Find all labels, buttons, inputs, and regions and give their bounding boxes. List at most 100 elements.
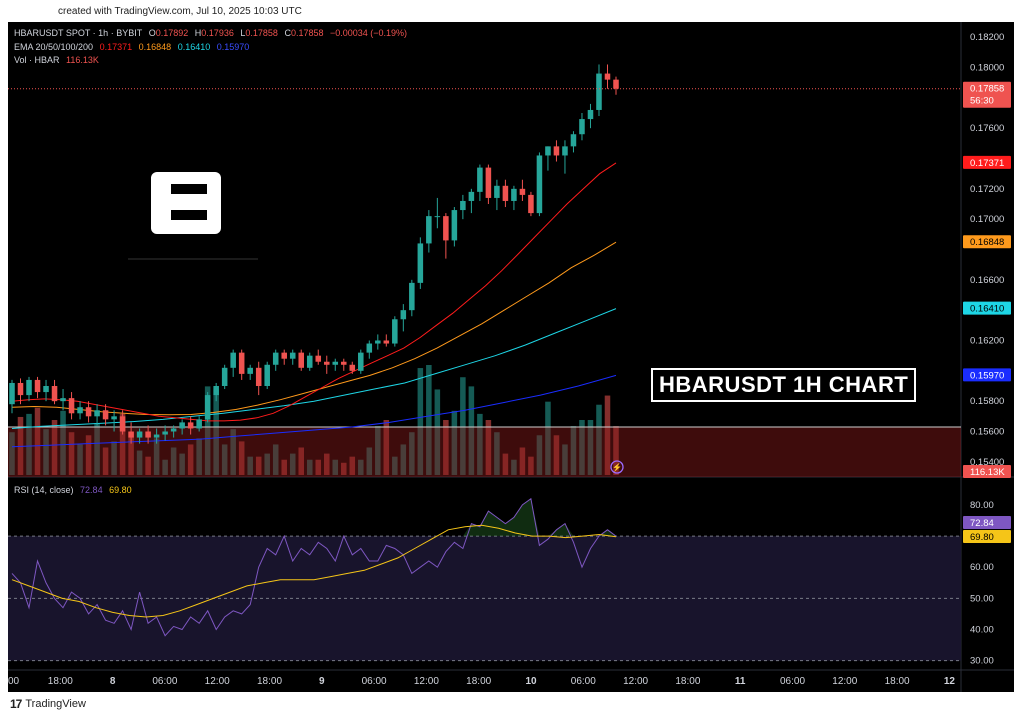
volume-bar bbox=[298, 447, 305, 475]
ema20-line bbox=[11, 162, 617, 422]
volume-bar bbox=[94, 423, 100, 475]
candle-body bbox=[289, 352, 296, 359]
rsi-tick-label: 50.00 bbox=[970, 593, 994, 604]
candle-body bbox=[545, 146, 551, 156]
volume-bar bbox=[366, 447, 373, 475]
time-tick-label: 06:00 bbox=[571, 676, 596, 687]
volume-bar bbox=[9, 432, 15, 475]
candle-body bbox=[60, 398, 66, 402]
alert-lightning-icon bbox=[610, 460, 624, 474]
candle-body bbox=[272, 352, 279, 365]
candle-body bbox=[409, 282, 415, 311]
rsi-tag: 72.84 bbox=[970, 518, 994, 529]
candle-body bbox=[375, 340, 381, 344]
created-note: created with TradingView.com, Jul 10, 20… bbox=[58, 6, 302, 17]
volume-bar bbox=[77, 444, 83, 475]
candle-body bbox=[579, 119, 585, 135]
candle-body bbox=[111, 416, 117, 420]
price-tick-label: 0.18200 bbox=[970, 32, 1004, 43]
candle-body bbox=[604, 73, 611, 80]
candle-body bbox=[528, 194, 534, 214]
price-tick-label: 0.17000 bbox=[970, 214, 1004, 225]
volume-bar bbox=[553, 435, 560, 475]
volume-bar bbox=[119, 413, 126, 475]
time-tick-label: 10 bbox=[525, 676, 537, 687]
volume-bar bbox=[255, 456, 262, 475]
legend-rsi: 72.84 bbox=[80, 485, 103, 495]
candle-body bbox=[417, 243, 424, 283]
volume-bar bbox=[221, 444, 228, 475]
last-price-tag-bg bbox=[963, 81, 1011, 108]
volume-bar bbox=[111, 441, 117, 475]
volume-bar bbox=[204, 386, 211, 475]
alert-lightning-glyph: ⚡ bbox=[612, 462, 622, 472]
ema-tag-1: 0.16848 bbox=[970, 237, 1004, 248]
candle-body bbox=[247, 367, 253, 374]
time-tick-label: 18:00 bbox=[257, 676, 282, 687]
legend-vol: 116.13K bbox=[66, 55, 99, 65]
legend-change: −0.00034 (−0.19%) bbox=[330, 28, 408, 38]
candle-body bbox=[298, 352, 305, 368]
volume-bar bbox=[289, 453, 296, 475]
candle-body bbox=[119, 416, 126, 432]
legend-symbol: HBARUSDT SPOT · 1h · BYBIT bbox=[14, 28, 143, 38]
candle-body bbox=[460, 200, 466, 211]
time-tick-label: 06:00 bbox=[152, 676, 177, 687]
legend-low: 0.17858 bbox=[245, 28, 278, 38]
candle-body bbox=[162, 431, 168, 435]
rsi-line bbox=[11, 497, 617, 637]
volume-bar bbox=[434, 389, 441, 475]
candle-body bbox=[485, 167, 492, 198]
legend-ema50: 0.16848 bbox=[138, 42, 172, 52]
volume-bar bbox=[477, 413, 483, 475]
volume-bar bbox=[451, 410, 458, 475]
chart-svg[interactable]: ⚡ 0.18200 0.18000 0.17600 0.17200 0.17000 0.16… bbox=[8, 22, 1014, 692]
volume-bar bbox=[238, 441, 245, 475]
time-tick-label: 12 bbox=[944, 676, 956, 687]
legend-rsi-ma: 69.80 bbox=[109, 485, 132, 495]
chart-frame[interactable]: ⚡ 0.18200 0.18000 0.17600 0.17200 0.17000 0.16… bbox=[8, 22, 1014, 692]
time-tick-label: 8 bbox=[110, 676, 116, 687]
candle-body bbox=[43, 386, 49, 393]
volume-bar bbox=[230, 429, 236, 475]
candle-body bbox=[349, 364, 356, 371]
candle-body bbox=[383, 340, 390, 344]
volume-bar bbox=[392, 456, 398, 475]
rsi-overbought-fill bbox=[12, 498, 616, 537]
legend-ema-row: EMA 20/50/100/200 0.17371 0.16848 0.1641… bbox=[14, 42, 253, 52]
legend-rsi-label: RSI (14, close) bbox=[14, 485, 74, 495]
volume-bar bbox=[247, 456, 253, 475]
volume-bar bbox=[85, 435, 92, 475]
candle-body bbox=[434, 216, 441, 218]
rsi-ma-tag: 69.80 bbox=[970, 532, 994, 543]
candle-body bbox=[221, 367, 228, 386]
candle-body bbox=[587, 109, 594, 120]
legend-c-label: C bbox=[284, 28, 291, 38]
legend-ema-label: EMA 20/50/100/200 bbox=[14, 42, 94, 52]
time-tick-label: 06:00 bbox=[780, 676, 805, 687]
ema-tag-0: 0.17371 bbox=[970, 158, 1004, 169]
volume-bar bbox=[536, 435, 543, 475]
legend-rsi-row: RSI (14, close) 72.84 69.80 bbox=[14, 485, 136, 495]
candle-body bbox=[323, 361, 330, 365]
volume-bar bbox=[349, 456, 356, 475]
candle-body bbox=[400, 310, 407, 320]
volume-bar bbox=[153, 438, 160, 475]
time-tick-label: 00 bbox=[8, 676, 20, 687]
candle-body bbox=[128, 431, 134, 438]
volume-bar bbox=[587, 420, 594, 475]
volume-bar bbox=[145, 456, 151, 475]
time-tick-label: 18:00 bbox=[885, 676, 910, 687]
legend-ema20: 0.17371 bbox=[99, 42, 133, 52]
rsi-ma-tag-bg bbox=[963, 530, 1011, 543]
volume-bar bbox=[562, 444, 568, 475]
b-logo-shape bbox=[151, 172, 221, 234]
volume-bar bbox=[51, 420, 58, 475]
candle-body bbox=[536, 155, 543, 214]
candle-body bbox=[255, 367, 262, 386]
volume-bar bbox=[485, 420, 492, 475]
candle-body bbox=[468, 191, 475, 201]
time-tick-label: 11 bbox=[735, 676, 746, 687]
candle-body bbox=[238, 352, 245, 374]
candle-body bbox=[170, 428, 177, 432]
